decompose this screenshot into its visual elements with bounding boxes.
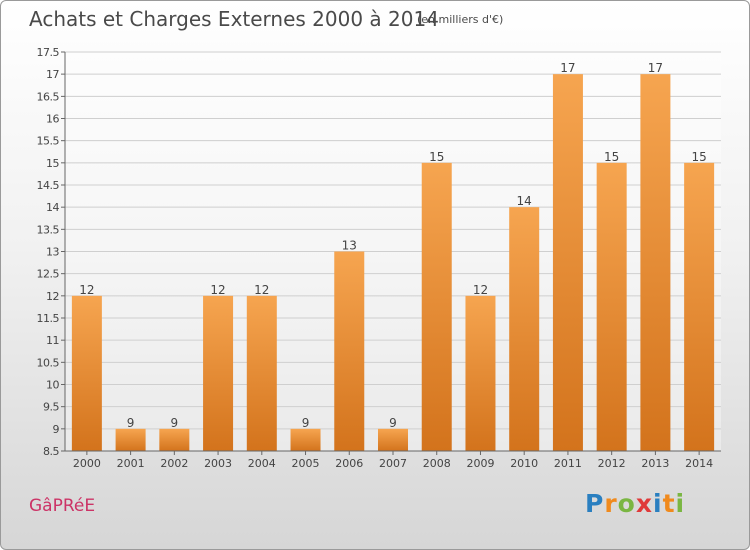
bar-chart: 12 9 9 12 12 9 13 9 15 12 14 17 15 17 15 8.5 9 9.5 10 10.5… — [37, 46, 721, 470]
logo-letter: r — [604, 489, 618, 518]
y-tick-label: 14 — [46, 201, 59, 214]
x-tick-label: 2000 — [73, 457, 101, 470]
logo-letter: i — [675, 489, 686, 518]
bar — [71, 295, 102, 451]
x-tick-label: 2013 — [641, 457, 669, 470]
bar — [246, 295, 277, 451]
y-tick-label: 16 — [46, 113, 59, 126]
y-tick-label: 11 — [46, 334, 59, 347]
x-tick-label: 2005 — [292, 457, 320, 470]
x-tick-label: 2003 — [204, 457, 232, 470]
y-tick-label: 13.5 — [37, 223, 60, 236]
x-tick-label: 2014 — [685, 457, 713, 470]
y-tick-label: 10 — [46, 379, 59, 392]
y-tick-label: 16.5 — [37, 90, 60, 103]
bar-value-label: 14 — [517, 194, 532, 208]
bar — [421, 162, 452, 452]
y-tick-label: 11.5 — [37, 312, 60, 325]
bar-value-label: 17 — [648, 61, 663, 75]
chart-unit: (en milliers d'€) — [417, 13, 504, 26]
y-tick-label: 12 — [46, 290, 59, 303]
bar — [552, 74, 583, 452]
y-tick-label: 15.5 — [37, 135, 60, 148]
y-tick-label: 13 — [46, 246, 59, 259]
bar — [596, 162, 627, 452]
x-tick-label: 2009 — [466, 457, 494, 470]
y-tick-label: 17 — [46, 68, 59, 81]
y-tick-label: 15 — [46, 157, 59, 170]
bar-value-label: 12 — [473, 283, 488, 297]
y-tick-label: 17.5 — [37, 46, 60, 59]
bar — [159, 428, 190, 451]
bar-value-label: 12 — [254, 283, 269, 297]
bar — [115, 428, 146, 451]
x-tick-label: 2007 — [379, 457, 407, 470]
bar — [509, 207, 540, 451]
bar-value-label: 15 — [429, 150, 444, 164]
bar — [378, 428, 408, 451]
logo-letter: t — [662, 489, 676, 518]
logo-letter: x — [635, 489, 653, 518]
x-tick-label: 2012 — [598, 457, 626, 470]
x-tick-label: 2006 — [335, 457, 363, 470]
commune-name: GâPRéE — [29, 496, 96, 516]
bar — [640, 74, 671, 452]
bar — [334, 251, 365, 451]
y-tick-label: 9.5 — [43, 401, 59, 414]
bar — [465, 295, 496, 451]
x-tick-label: 2010 — [510, 457, 538, 470]
x-tick-label: 2011 — [554, 457, 582, 470]
bar — [684, 162, 715, 452]
bar-value-label: 13 — [342, 239, 357, 253]
bar — [290, 428, 321, 451]
x-tick-label: 2004 — [248, 457, 276, 470]
bar-value-label: 15 — [691, 150, 706, 164]
x-tick-label: 2001 — [117, 457, 145, 470]
y-tick-label: 12.5 — [37, 268, 60, 281]
bar-value-label: 12 — [79, 283, 94, 297]
bar — [203, 295, 234, 451]
logo-letter: P — [585, 489, 605, 518]
bar-value-label: 9 — [171, 416, 179, 430]
bar-value-label: 9 — [389, 416, 397, 430]
x-tick-label: 2002 — [160, 457, 188, 470]
bar-value-label: 9 — [127, 416, 135, 430]
y-tick-label: 10.5 — [37, 356, 60, 369]
logo-letter: o — [617, 489, 636, 518]
logo-letter: i — [653, 489, 663, 518]
y-tick-label: 14.5 — [37, 179, 60, 192]
proxiti-logo: Proxiti — [585, 489, 685, 518]
x-tick-label: 2008 — [423, 457, 451, 470]
chart-title: Achats et Charges Externes 2000 à 2014 — [29, 7, 439, 31]
bar-value-label: 9 — [302, 416, 310, 430]
bar-value-label: 12 — [210, 283, 225, 297]
y-tick-label: 9 — [53, 423, 60, 436]
bar-value-label: 17 — [560, 61, 575, 75]
bar-value-label: 15 — [604, 150, 619, 164]
y-tick-label: 8.5 — [43, 445, 59, 458]
